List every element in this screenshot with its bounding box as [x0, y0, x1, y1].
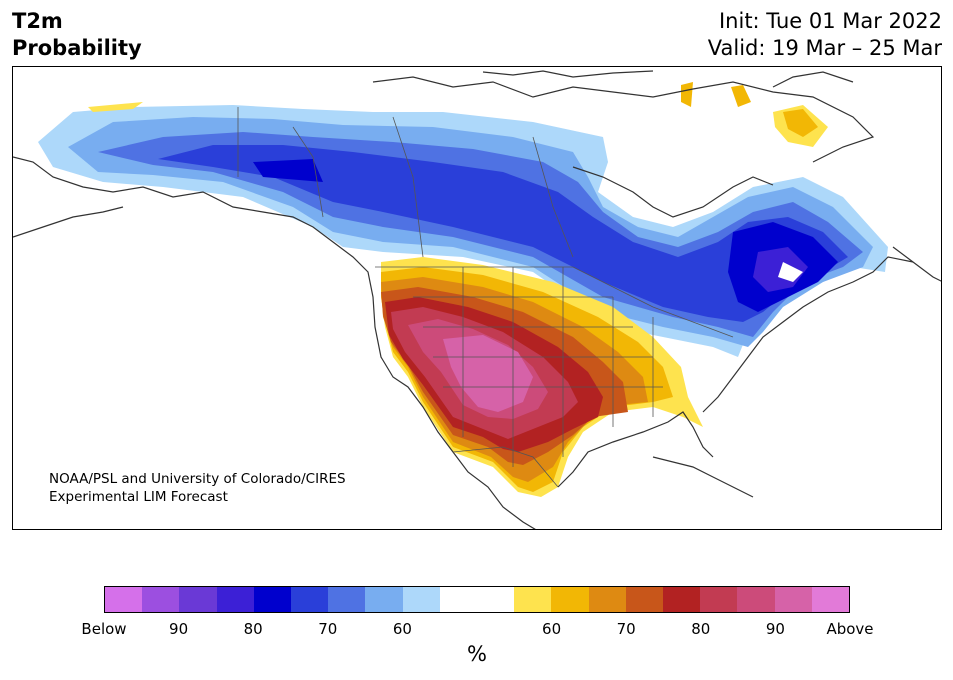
colorbar-segment [737, 587, 775, 612]
colorbar-tick: 70 [318, 620, 338, 638]
coastlines [13, 70, 941, 529]
credit-line1: NOAA/PSL and University of Colorado/CIRE… [49, 471, 346, 487]
colorbar-segment [328, 587, 366, 612]
data-credit: NOAA/PSL and University of Colorado/CIRE… [49, 470, 346, 506]
colorbar-segment [625, 587, 664, 612]
political-borders [237, 107, 734, 488]
map-canvas [13, 70, 941, 529]
credit-line2: Experimental LIM Forecast [49, 489, 228, 505]
valid-period: Valid: 19 Mar – 25 Mar [707, 36, 942, 60]
title-type: Probability [12, 36, 142, 60]
title-variable: T2m [12, 9, 63, 33]
colorbar [104, 586, 850, 613]
colorbar-tick: 70 [616, 620, 636, 638]
colorbar-unit: % [467, 642, 487, 666]
colorbar-tick: 60 [392, 620, 412, 638]
colorbar-tick: 90 [765, 620, 785, 638]
colorbar-segment [588, 587, 626, 612]
colorbar-segment [142, 587, 180, 612]
colorbar-segment [551, 587, 589, 612]
colorbar-segment [253, 587, 292, 612]
colorbar-segment [216, 587, 254, 612]
colorbar-tick: 80 [243, 620, 263, 638]
colorbar-tick: 90 [169, 620, 189, 638]
colorbar-tick: Above [826, 620, 874, 638]
colorbar-tick: 60 [542, 620, 562, 638]
colorbar-segment [774, 587, 812, 612]
colorbar-segment [439, 587, 478, 612]
colorbar-segment [291, 587, 329, 612]
colorbar-segment [514, 587, 552, 612]
map-title: T2m Probability [12, 8, 142, 62]
colorbar-segment [179, 587, 217, 612]
colorbar-segment [700, 587, 738, 612]
probability-map [12, 66, 942, 530]
colorbar-segment [477, 587, 515, 612]
colorbar-tick: Below [81, 620, 127, 638]
colorbar-segment [811, 587, 850, 612]
below-normal-shading [38, 105, 888, 357]
above-normal-shading [88, 82, 828, 497]
colorbar-segment [663, 587, 701, 612]
forecast-dates: Init: Tue 01 Mar 2022 Valid: 19 Mar – 25… [708, 8, 942, 62]
colorbar-tick: 80 [691, 620, 711, 638]
colorbar-segment [365, 587, 403, 612]
init-date: Init: Tue 01 Mar 2022 [718, 9, 942, 33]
colorbar-segment [105, 587, 143, 612]
colorbar-tick-labels: Below 90 80 70 60 60 70 80 90 Above [81, 620, 873, 640]
colorbar-segment [402, 587, 440, 612]
